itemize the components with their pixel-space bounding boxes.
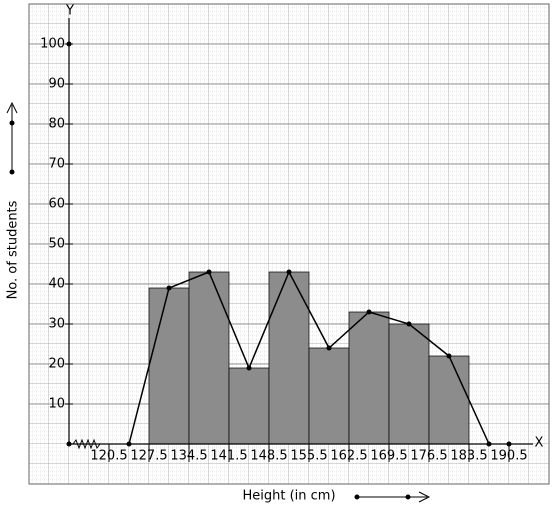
y-tick-label: 30 <box>48 317 65 332</box>
x-tick-label: 176.5 <box>410 449 447 464</box>
polygon-vertex <box>166 285 172 291</box>
x-tick-label: 120.5 <box>90 449 127 464</box>
polygon-vertex <box>366 309 372 315</box>
bar <box>268 271 310 445</box>
x-axis-label: Height (in cm) <box>242 489 335 504</box>
y-tick-label: 60 <box>48 197 65 212</box>
polygon-vertex <box>286 269 292 275</box>
polygon-vertex <box>446 353 452 359</box>
x-axis-dot <box>506 441 512 447</box>
x-tick-label: 169.5 <box>370 449 407 464</box>
bar <box>308 347 350 445</box>
origin-dot <box>66 441 72 447</box>
y-tick-label: 70 <box>48 157 65 172</box>
x-tick-label: 141.5 <box>210 449 247 464</box>
bar <box>188 271 230 445</box>
y-tick-label: 40 <box>48 277 65 292</box>
x-axis-name: X <box>535 436 544 451</box>
y-tick-label: 100 <box>40 37 65 52</box>
polygon-vertex <box>246 365 252 371</box>
y-tick-label: 90 <box>48 77 65 92</box>
bar <box>228 367 270 445</box>
y-axis-label: No. of students <box>6 200 21 299</box>
x-tick-label: 183.5 <box>450 449 487 464</box>
y-tick-label: 10 <box>48 397 65 412</box>
bar <box>388 323 430 445</box>
y-axis-name: Y <box>65 4 74 19</box>
y-axis-dot <box>66 41 72 47</box>
y-tick-label: 20 <box>48 357 65 372</box>
arrows <box>6 101 431 503</box>
bar <box>148 287 190 445</box>
polygon-vertex <box>406 321 412 327</box>
y-tick-label: 80 <box>48 117 65 132</box>
x-tick-label: 155.5 <box>290 449 327 464</box>
x-tick-label: 127.5 <box>130 449 167 464</box>
bar <box>428 355 470 445</box>
y-tick-label: 50 <box>48 237 65 252</box>
x-tick-label: 134.5 <box>170 449 207 464</box>
polygon-vertex <box>326 345 332 351</box>
polygon-vertex <box>206 269 212 275</box>
x-tick-label: 148.5 <box>250 449 287 464</box>
frequency-polygon <box>128 270 490 445</box>
bar <box>348 311 390 445</box>
x-tick-label: 162.5 <box>330 449 367 464</box>
x-tick-label: 190.5 <box>490 449 527 464</box>
